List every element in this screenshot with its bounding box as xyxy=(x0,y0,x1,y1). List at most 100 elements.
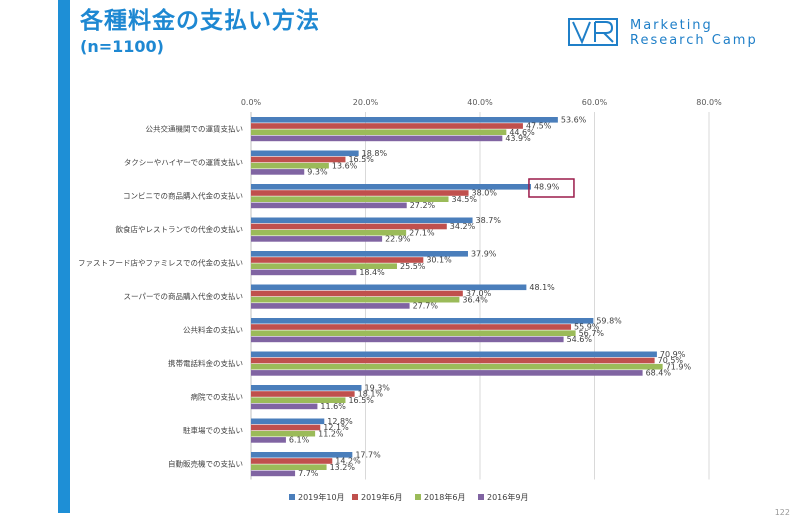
data-label: 27.2% xyxy=(410,201,436,210)
highlight-box xyxy=(528,178,575,198)
data-label: 18.8% xyxy=(362,149,388,158)
logo-line1: Marketing xyxy=(630,18,713,33)
category-label: 携帯電話料金の支払い xyxy=(168,358,243,368)
data-label: 7.7% xyxy=(298,469,319,478)
bar xyxy=(251,162,329,169)
bar xyxy=(251,418,325,425)
bar xyxy=(251,223,447,230)
bar xyxy=(251,202,407,209)
data-label: 6.1% xyxy=(289,436,310,445)
legend-swatch xyxy=(352,494,358,500)
data-label: 44.6% xyxy=(509,128,535,137)
data-label: 59.8% xyxy=(596,316,622,325)
bar xyxy=(251,330,576,336)
accent-stripe xyxy=(58,0,70,513)
bar xyxy=(251,190,469,196)
bar xyxy=(251,184,531,190)
bar xyxy=(251,135,503,142)
bar xyxy=(251,229,407,236)
legend-swatch xyxy=(289,494,295,500)
header: 各種料金の支払い方法 (n=1100) xyxy=(80,6,320,58)
bar xyxy=(251,430,316,437)
bar xyxy=(251,217,473,224)
bar xyxy=(251,257,424,263)
legend-label: 2018年6月 xyxy=(424,492,465,502)
bar xyxy=(251,336,564,343)
data-label: 18.1% xyxy=(358,390,384,399)
data-label: 27.1% xyxy=(409,228,435,237)
bar xyxy=(251,452,353,458)
data-label: 16.5% xyxy=(348,155,374,164)
data-label: 11.6% xyxy=(320,402,346,411)
left-margin xyxy=(0,0,70,513)
data-label: 38.7% xyxy=(476,216,502,225)
data-label: 37.0% xyxy=(466,289,492,298)
bar xyxy=(251,351,657,358)
bar xyxy=(251,385,362,391)
data-label: 16.5% xyxy=(348,396,374,405)
bar xyxy=(251,156,346,163)
data-label: 53.6% xyxy=(561,115,587,124)
data-label: 38.0% xyxy=(472,189,498,198)
x-tick-label: 0.0% xyxy=(241,98,262,107)
bar xyxy=(251,403,318,410)
bar xyxy=(251,370,643,376)
bar xyxy=(251,324,572,330)
category-label: スーパーでの商品購入代金の支払い xyxy=(124,291,243,301)
bar xyxy=(251,363,663,370)
bar xyxy=(251,303,410,309)
data-label: 13.6% xyxy=(332,161,358,170)
page-subtitle: (n=1100) xyxy=(80,37,164,56)
data-label: 13.2% xyxy=(330,463,356,472)
bar xyxy=(251,318,594,324)
data-label: 9.3% xyxy=(307,168,328,177)
bar xyxy=(251,263,397,269)
bar xyxy=(251,437,286,443)
logo-text: Marketing Research Camp xyxy=(630,18,758,48)
bar xyxy=(251,290,463,297)
data-label: 22.9% xyxy=(385,235,411,244)
data-label: 36.4% xyxy=(462,295,488,304)
category-label: 自動販売機での支払い xyxy=(168,458,243,468)
bar xyxy=(251,150,359,157)
data-label: 12.8% xyxy=(327,417,353,426)
data-label: 48.1% xyxy=(529,283,555,292)
x-tick-label: 20.0% xyxy=(353,98,379,107)
data-label: 25.5% xyxy=(400,262,426,271)
legend-label: 2016年9月 xyxy=(487,492,528,502)
category-label: 病院での支払い xyxy=(191,391,244,401)
category-label: コンビニでの商品購入代金の支払い xyxy=(123,190,243,200)
data-label: 47.5% xyxy=(526,122,552,131)
data-label: 19.3% xyxy=(364,383,390,392)
page-title: 各種料金の支払い方法 xyxy=(80,8,320,34)
logo-icon xyxy=(568,18,618,46)
brand-logo: Marketing Research Camp xyxy=(568,18,778,50)
data-label: 30.1% xyxy=(426,256,452,265)
data-label: 18.4% xyxy=(359,268,385,277)
bar xyxy=(251,424,321,431)
legend-label: 2019年10月 xyxy=(298,492,345,502)
legend-swatch xyxy=(415,494,421,500)
data-label: 56.7% xyxy=(579,329,605,338)
data-label: 55.9% xyxy=(574,323,600,332)
category-label: 公共交通機関での運賃支払い xyxy=(146,123,244,133)
data-label: 34.2% xyxy=(450,222,476,231)
category-label: 公共料金の支払い xyxy=(183,324,243,334)
legend-swatch xyxy=(478,494,484,500)
data-label: 11.2% xyxy=(318,429,344,438)
bar xyxy=(251,129,507,135)
bar xyxy=(251,458,333,464)
bar xyxy=(251,397,346,403)
data-label: 27.7% xyxy=(413,302,439,311)
logo-line2: Research Camp xyxy=(630,33,758,48)
data-label: 70.5% xyxy=(658,356,684,365)
bar xyxy=(251,196,449,202)
legend-label: 2019年6月 xyxy=(361,492,402,502)
bar xyxy=(251,464,327,470)
bar xyxy=(251,284,527,291)
bar xyxy=(251,269,357,276)
data-label: 12.1% xyxy=(323,423,349,432)
bar xyxy=(251,296,460,303)
category-label: 駐車場での支払い xyxy=(183,425,243,435)
